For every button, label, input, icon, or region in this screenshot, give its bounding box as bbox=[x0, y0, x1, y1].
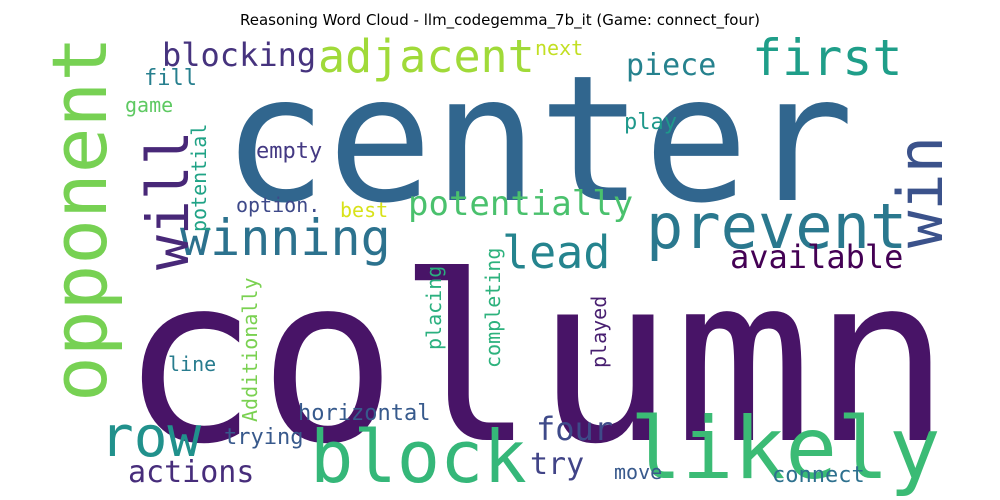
word-move: move bbox=[614, 460, 662, 484]
word-fill: fill bbox=[144, 66, 197, 91]
word-column: column bbox=[120, 228, 951, 495]
word-will: will bbox=[134, 130, 202, 270]
word-prevent: prevent bbox=[646, 190, 907, 263]
word-completing: completing bbox=[481, 248, 505, 368]
word-additionally: Additionally bbox=[238, 278, 262, 423]
word-winning: winning bbox=[180, 209, 391, 267]
word-four: four bbox=[536, 410, 613, 448]
word-row: row bbox=[100, 405, 201, 470]
word-available: available bbox=[730, 238, 903, 276]
word-win: win bbox=[884, 136, 957, 248]
word-placing: placing bbox=[422, 266, 446, 350]
word-empty: empty bbox=[256, 139, 322, 164]
word-line: line bbox=[168, 352, 216, 376]
word-play: play bbox=[624, 110, 677, 135]
word-piece: piece bbox=[626, 48, 716, 83]
word-likely: likely bbox=[630, 399, 941, 499]
word-first: first bbox=[752, 29, 903, 87]
word-try: try bbox=[530, 447, 584, 482]
word-center: center bbox=[222, 39, 854, 242]
word-option: option. bbox=[236, 193, 320, 217]
word-block: block bbox=[310, 415, 527, 499]
word-blocking: blocking bbox=[162, 36, 316, 74]
word-adjacent: adjacent bbox=[318, 30, 535, 83]
word-trying: trying bbox=[224, 425, 303, 450]
word-connect: connect bbox=[772, 463, 865, 488]
word-potentially: potentially bbox=[408, 184, 633, 224]
word-opponent: opponent bbox=[35, 36, 124, 402]
word-best: best bbox=[340, 198, 388, 222]
word-lead: lead bbox=[502, 226, 610, 279]
word-actions: actions bbox=[128, 455, 254, 490]
word-played: played bbox=[587, 296, 611, 368]
word-horizontal: horizontal bbox=[298, 401, 430, 426]
word-next: next bbox=[535, 36, 583, 60]
chart-title: Reasoning Word Cloud - llm_codegemma_7b_… bbox=[239, 11, 761, 29]
word-game: game bbox=[125, 93, 173, 117]
word-potential: potential bbox=[187, 124, 211, 232]
